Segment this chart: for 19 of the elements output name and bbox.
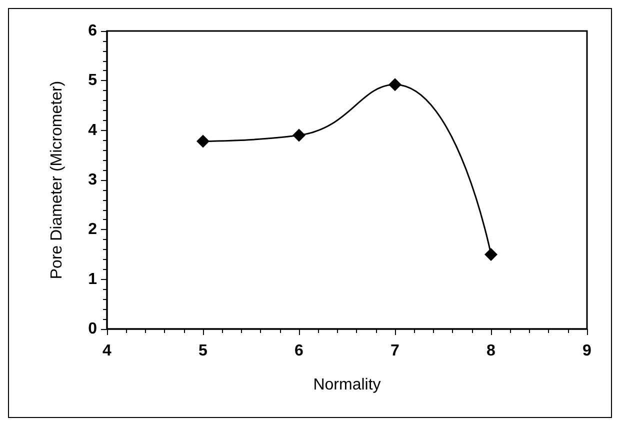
x-tick-label: 7 xyxy=(390,342,400,360)
x-tick-label: 5 xyxy=(198,342,208,360)
y-tick-label: 1 xyxy=(88,270,98,288)
x-tick-label: 9 xyxy=(582,342,592,360)
x-tick-label: 6 xyxy=(294,342,304,360)
point xyxy=(196,134,210,148)
y-tick-label: 6 xyxy=(88,22,98,40)
y-tick-label: 3 xyxy=(88,172,98,188)
x-tick-label: 4 xyxy=(102,342,112,360)
y-tick-label: 0 xyxy=(88,320,98,338)
y-tick-label: 5 xyxy=(88,72,98,90)
y-tick-label: 4 xyxy=(88,122,98,139)
y-axis-title: Pore Diameter (Micrometer) xyxy=(48,80,66,280)
point xyxy=(388,78,402,92)
x-axis-title: Normality xyxy=(313,376,381,394)
x-tick-label: 8 xyxy=(486,342,496,360)
y-tick-label: 2 xyxy=(88,221,98,238)
point xyxy=(292,128,306,142)
point xyxy=(484,248,498,261)
